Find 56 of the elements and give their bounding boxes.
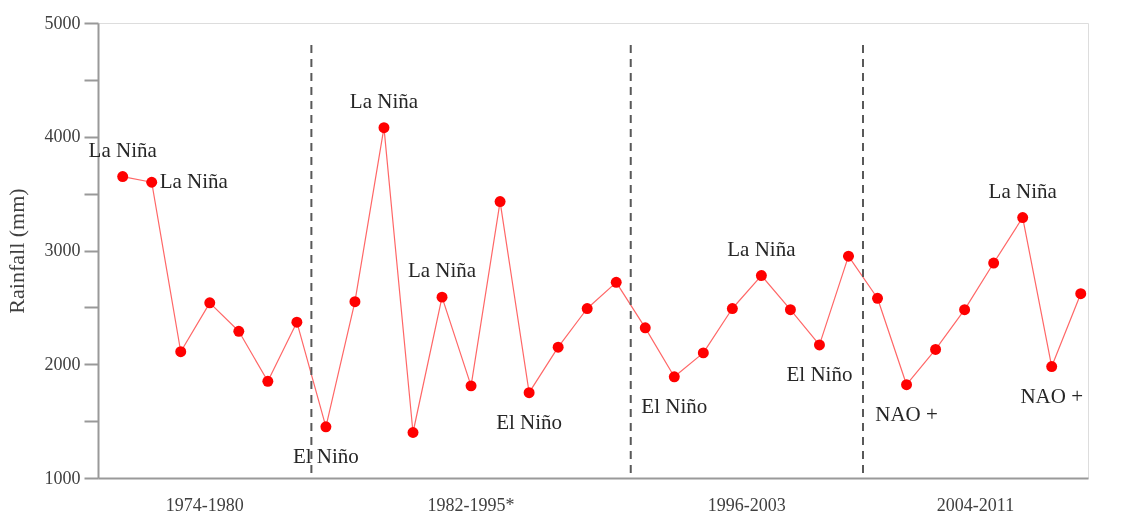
y-tick-label: 3000 xyxy=(44,240,81,260)
point xyxy=(494,196,506,208)
point xyxy=(349,296,361,308)
point xyxy=(668,371,680,383)
point xyxy=(726,303,738,314)
annotation: El Niño xyxy=(641,393,708,418)
point xyxy=(843,250,854,262)
y-tick-label: 2000 xyxy=(44,353,81,374)
point xyxy=(930,344,942,355)
point xyxy=(175,346,187,358)
point xyxy=(1075,288,1087,300)
point xyxy=(755,270,767,281)
y-tick-label: 1000 xyxy=(44,467,81,488)
point xyxy=(639,322,651,334)
point xyxy=(378,122,390,134)
point xyxy=(697,347,709,359)
annotation: La Niña xyxy=(407,258,477,283)
point xyxy=(901,379,913,391)
y-tick-label: 4000 xyxy=(44,126,81,147)
point xyxy=(204,297,216,309)
point xyxy=(959,304,971,316)
point xyxy=(813,339,825,351)
annotation: La Niña xyxy=(159,169,229,194)
point xyxy=(872,292,883,304)
point xyxy=(610,276,622,288)
point xyxy=(581,303,593,314)
point xyxy=(436,291,448,303)
annotation: La Niña xyxy=(988,178,1058,203)
point xyxy=(523,387,535,399)
y-axis-title: Rainfall (mm) xyxy=(3,188,29,314)
point xyxy=(465,380,477,392)
point xyxy=(291,316,303,328)
annotation: NAO + xyxy=(875,401,938,426)
y-tick-label: 5000 xyxy=(44,12,81,33)
text: 2004-2011 xyxy=(936,495,1015,515)
point xyxy=(552,341,564,353)
point xyxy=(262,375,274,387)
point xyxy=(117,171,129,183)
point xyxy=(784,304,796,316)
point xyxy=(320,421,332,433)
point xyxy=(1046,361,1058,372)
point xyxy=(146,176,158,188)
annotation: El Niño xyxy=(292,443,359,468)
annotation: La Niña xyxy=(349,88,419,113)
point xyxy=(988,257,1000,269)
annotation: El Niño xyxy=(786,361,853,386)
annotation: NAO + xyxy=(1020,383,1084,408)
point xyxy=(1017,212,1029,223)
text: 1996-2003 xyxy=(707,495,786,515)
point xyxy=(407,427,419,438)
annotation: La Niña xyxy=(727,236,797,261)
annotation: La Niña xyxy=(88,137,158,162)
text: 1974-1980 xyxy=(165,495,244,515)
annotation: El Niño xyxy=(496,409,563,434)
text: 1982-1995* xyxy=(427,495,515,515)
point xyxy=(233,325,245,337)
